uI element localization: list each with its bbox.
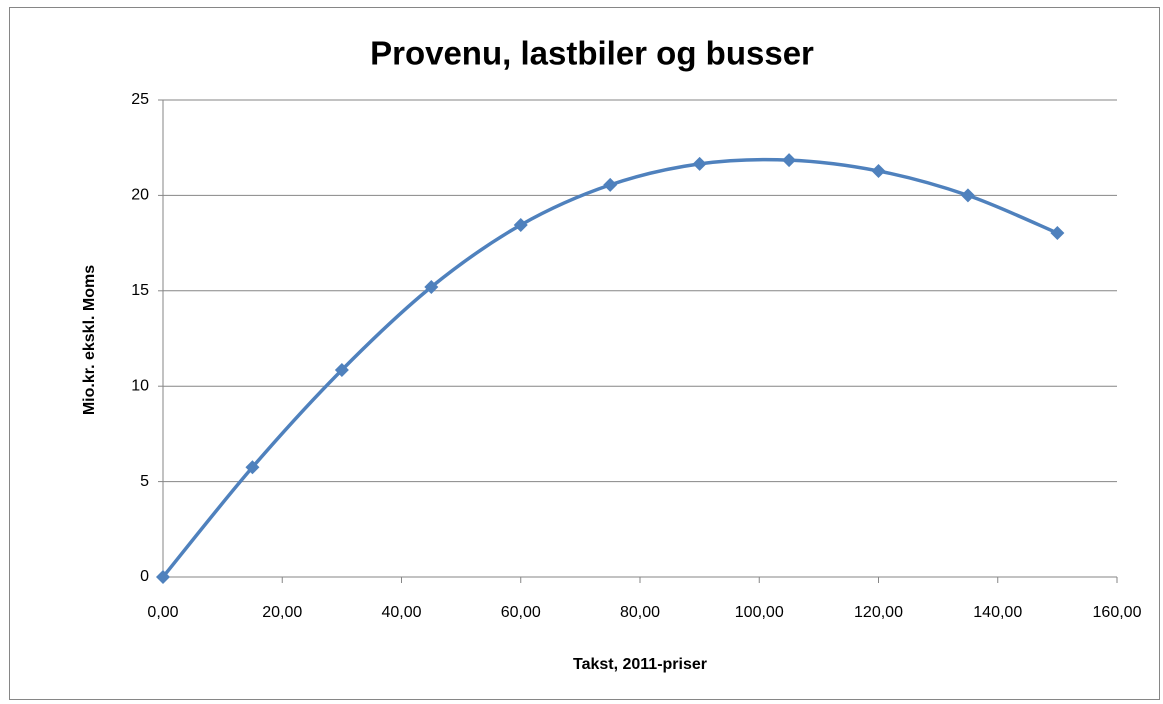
y-tick-label: 25 — [131, 91, 149, 108]
marker — [156, 570, 170, 584]
y-axis-title: Mio.kr. ekskl. Moms — [81, 265, 98, 415]
marker — [782, 153, 797, 168]
marker — [871, 163, 886, 178]
x-axis-title: Takst, 2011-priser — [573, 656, 707, 673]
y-tick-label: 20 — [131, 187, 149, 204]
marker — [1050, 225, 1065, 240]
marker — [424, 279, 439, 294]
x-tick-label: 100,00 — [735, 604, 784, 621]
x-tick-label: 140,00 — [973, 604, 1022, 621]
marker — [603, 177, 618, 192]
x-tick-label: 40,00 — [381, 604, 421, 621]
y-tick-label: 0 — [140, 568, 149, 585]
x-tick-label: 80,00 — [620, 604, 660, 621]
marker — [334, 362, 349, 377]
y-tick-label: 10 — [131, 377, 149, 394]
series-line — [161, 157, 1059, 579]
chart-title: Provenu, lastbiler og busser — [370, 35, 814, 72]
x-tick-label: 160,00 — [1093, 604, 1142, 621]
marker — [692, 156, 707, 171]
y-tick-label: 5 — [140, 473, 149, 490]
x-tick-label: 60,00 — [501, 604, 541, 621]
marker — [960, 188, 975, 203]
x-tick-label: 20,00 — [262, 604, 302, 621]
chart-border — [9, 7, 1160, 700]
x-tick-label: 120,00 — [854, 604, 903, 621]
x-tick-label: 0,00 — [147, 604, 178, 621]
marker — [513, 217, 528, 232]
y-tick-label: 15 — [131, 282, 149, 299]
marker — [245, 460, 260, 475]
